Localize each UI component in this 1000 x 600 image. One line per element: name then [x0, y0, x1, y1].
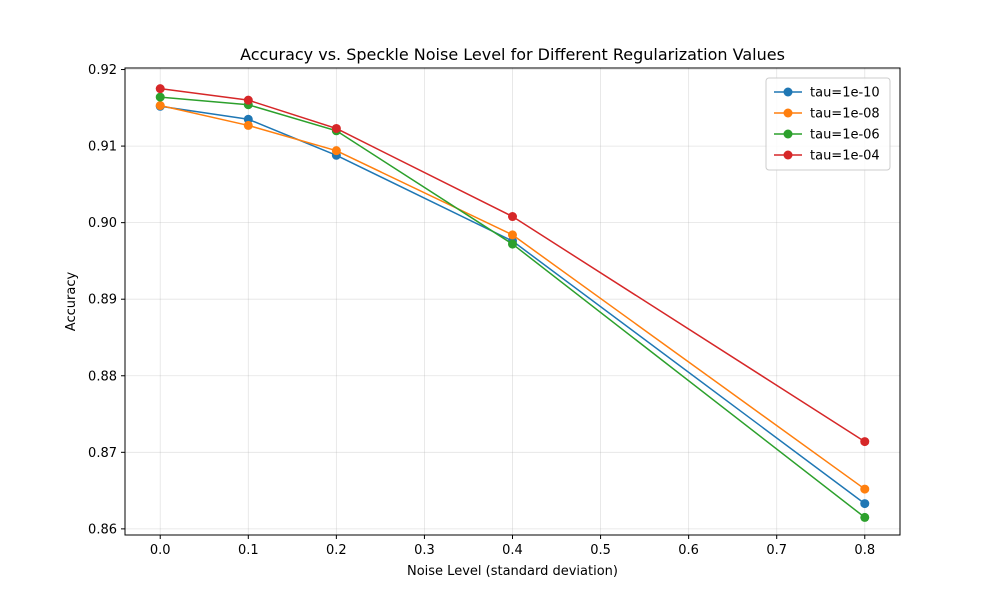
data-point: [331, 123, 341, 133]
legend-label: tau=1e-08: [810, 107, 880, 122]
y-tick-label: 0.87: [88, 446, 117, 461]
chart-title: Accuracy vs. Speckle Noise Level for Dif…: [240, 45, 785, 64]
y-tick-label: 0.91: [88, 140, 117, 155]
axis-ticks: 0.0 0.1 0.2 0.3 0.4 0.5 0.6 0.7 0.8 0.86 0.87 0.88 0…: [88, 63, 875, 558]
data-point: [243, 95, 253, 105]
legend-item: tau=1e-06: [774, 128, 880, 143]
x-axis-label: Noise Level (standard deviation): [407, 564, 618, 579]
legend-box: [765, 77, 891, 171]
y-axis-label: Accuracy: [64, 272, 79, 332]
legend-swatch-marker: [783, 129, 793, 139]
legend-label: tau=1e-10: [810, 86, 880, 101]
legend-swatch-marker: [783, 108, 793, 118]
data-point: [155, 92, 165, 102]
data-point: [508, 212, 517, 222]
x-tick-label: 0.7: [766, 543, 787, 558]
y-tick-label: 0.90: [88, 216, 117, 231]
legend-item: tau=1e-04: [774, 149, 880, 164]
y-tick-label: 0.88: [88, 369, 117, 384]
legend-swatch-marker: [783, 150, 793, 160]
data-point: [508, 239, 517, 249]
data-point: [860, 499, 870, 509]
data-point: [331, 146, 341, 156]
data-point: [860, 512, 870, 522]
series-layer: [155, 84, 870, 522]
x-tick-label: 0.8: [854, 543, 875, 558]
series-tau=1e-04: [155, 84, 870, 447]
x-tick-label: 0.3: [414, 543, 435, 558]
x-tick-label: 0.5: [590, 543, 611, 558]
series-tau=1e-08: [155, 101, 870, 494]
data-point: [860, 437, 870, 447]
legend-label: tau=1e-04: [810, 149, 880, 164]
x-tick-label: 0.4: [502, 543, 523, 558]
data-point: [155, 84, 165, 94]
legend-item: tau=1e-08: [774, 107, 880, 122]
y-tick-label: 0.89: [88, 293, 117, 308]
data-point: [155, 101, 165, 111]
legend-swatch-marker: [783, 87, 793, 97]
data-point: [860, 484, 870, 494]
data-point: [508, 230, 517, 240]
x-tick-label: 0.2: [326, 543, 347, 558]
y-tick-label: 0.92: [88, 63, 117, 78]
x-tick-label: 0.1: [238, 543, 259, 558]
legend-label: tau=1e-06: [810, 128, 880, 143]
y-tick-label: 0.86: [88, 522, 117, 537]
x-tick-label: 0.6: [678, 543, 699, 558]
legend: tau=1e-10 tau=1e-08 tau=1e-06 tau=1e-04: [765, 77, 891, 171]
legend-item: tau=1e-10: [774, 86, 880, 101]
x-tick-label: 0.0: [150, 543, 171, 558]
data-point: [243, 120, 253, 130]
